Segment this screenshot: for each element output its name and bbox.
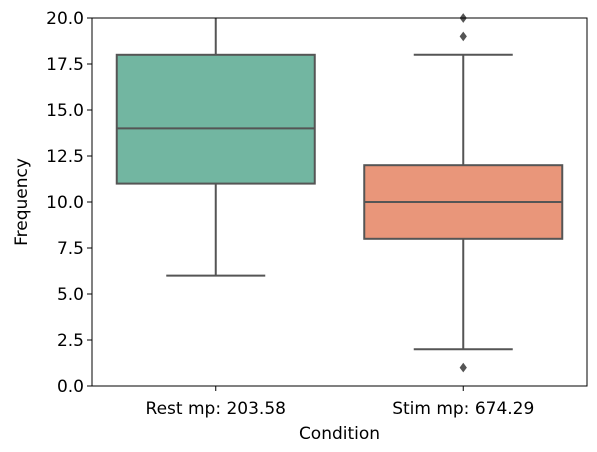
y-tick-label: 17.5 bbox=[46, 55, 84, 75]
y-axis-label: Frequency bbox=[12, 158, 32, 246]
y-tick-label: 20.0 bbox=[46, 9, 84, 29]
y-tick-label: 15.0 bbox=[46, 101, 84, 121]
x-tick-label: Rest mp: 203.58 bbox=[146, 399, 286, 419]
box-group bbox=[115, 18, 316, 277]
box-iqr bbox=[115, 53, 316, 185]
y-tick-label: 5.0 bbox=[57, 285, 84, 305]
box-group bbox=[363, 13, 564, 373]
outlier-point bbox=[459, 362, 467, 373]
y-tick-label: 2.5 bbox=[57, 331, 84, 351]
x-axis: Rest mp: 203.58 Stim mp: 674.29 bbox=[146, 386, 534, 419]
y-tick-label: 7.5 bbox=[57, 239, 84, 259]
outlier-point bbox=[459, 31, 467, 42]
y-tick-label: 12.5 bbox=[46, 147, 84, 167]
y-axis: 0.0 2.5 5.0 7.5 10.0 12.5 15.0 17.5 20.0 bbox=[46, 9, 92, 397]
x-tick-label: Stim mp: 674.29 bbox=[392, 399, 534, 419]
y-tick-label: 0.0 bbox=[57, 377, 84, 397]
x-axis-label: Condition bbox=[299, 424, 380, 444]
y-tick-label: 10.0 bbox=[46, 193, 84, 213]
boxes-layer bbox=[115, 13, 564, 373]
